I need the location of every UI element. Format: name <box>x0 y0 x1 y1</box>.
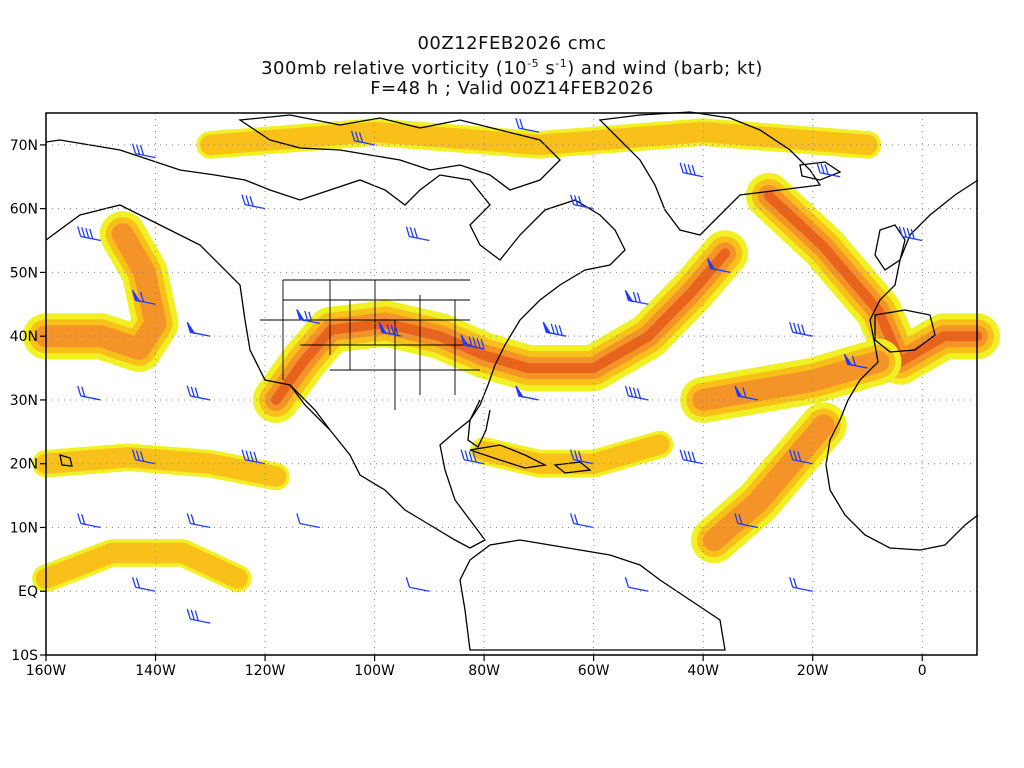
title-line-1: 00Z12FEB2026 cmc <box>417 33 607 54</box>
wind-barb <box>405 577 430 592</box>
vorticity-band-us-trough-jet-level-3 <box>271 248 731 405</box>
lon-label: 100W <box>354 663 395 679</box>
british-isles <box>874 224 906 271</box>
wind-barb <box>77 226 101 242</box>
lon-label: 40W <box>687 663 719 679</box>
lon-label: 120W <box>245 663 286 679</box>
lat-label: 60N <box>10 202 38 218</box>
wind-barb <box>296 513 320 529</box>
iberia <box>874 309 936 353</box>
figure-title: 00Z12FEB2026 cmc 300mb relative vorticit… <box>0 34 1024 99</box>
wind-barb <box>789 321 813 337</box>
florida-coast <box>467 399 491 448</box>
lon-label: 60W <box>578 663 610 679</box>
wind-barb <box>186 321 211 337</box>
title-exponent-1: -5 <box>527 57 540 70</box>
lon-label: 80W <box>468 663 500 679</box>
wind-barb <box>131 289 156 305</box>
title-line-2: 300mb relative vorticity (10-5 s-1) and … <box>0 54 1024 79</box>
lat-label: 10S <box>11 648 38 664</box>
wind-barb <box>542 321 567 337</box>
wind-barb <box>186 608 211 624</box>
vorticity-shading <box>23 118 1000 593</box>
wind-barb <box>624 385 649 401</box>
lat-label: 40N <box>10 329 38 345</box>
wind-barb <box>77 385 101 401</box>
wind-barb <box>515 385 540 401</box>
lat-label: 70N <box>10 138 38 154</box>
wind-barb <box>131 143 156 159</box>
wind-barb <box>734 513 759 529</box>
wind-barb <box>405 226 430 242</box>
wind-barb <box>624 289 649 305</box>
wind-barb <box>131 577 156 592</box>
gulf-of-california <box>289 384 331 431</box>
wind-barb <box>734 385 759 401</box>
wind-barb <box>843 353 868 369</box>
vorticity-band-north-pacific-jet-level-2 <box>35 223 167 360</box>
lat-label: 50N <box>10 265 38 281</box>
title-line-3: F=48 h ; Valid 00Z14FEB2026 <box>370 78 654 99</box>
wind-barb <box>570 194 594 210</box>
wind-barb <box>570 449 594 465</box>
wind-barbs <box>77 117 923 624</box>
wind-barb <box>816 162 841 178</box>
arctic-islands <box>238 114 561 191</box>
wind-barb <box>186 513 211 529</box>
wind-barb <box>241 449 266 465</box>
title-line-2-end: ) and wind (barb; kt) <box>567 58 763 79</box>
lat-lon-grid <box>46 113 977 655</box>
vorticity-band-hawaii-band-level-1 <box>35 447 287 487</box>
wind-barb <box>186 385 211 401</box>
south-america-coastline <box>459 539 726 651</box>
north-america-coastline <box>45 139 626 549</box>
lat-label: 30N <box>10 393 38 409</box>
wind-barb <box>898 226 923 242</box>
lon-label: 20W <box>797 663 829 679</box>
wind-barb <box>350 130 375 146</box>
iceland <box>799 161 842 181</box>
wind-barb <box>570 513 594 529</box>
hispaniola <box>553 461 592 474</box>
wind-barb <box>679 449 704 465</box>
wind-barb <box>77 513 101 529</box>
latitude-labels: 70N 60N 50N 40N 30N 20N 10N EQ 10S <box>10 138 46 664</box>
wind-barb <box>624 577 649 592</box>
wind-barb <box>789 577 813 592</box>
wind-barb <box>679 162 704 178</box>
lon-label: 160W <box>26 663 67 679</box>
lat-label: 20N <box>10 457 38 473</box>
wind-barb <box>296 309 320 325</box>
greenland-coastline <box>598 111 822 236</box>
wind-barb <box>515 117 540 133</box>
lat-label: 10N <box>10 520 38 536</box>
coastlines-and-borders <box>45 111 979 651</box>
title-exponent-2: -1 <box>555 57 568 70</box>
wind-barb <box>131 449 156 465</box>
lon-label: 140W <box>135 663 176 679</box>
wind-barb <box>789 449 813 465</box>
title-line-2-start: 300mb relative vorticity (10 <box>261 58 528 79</box>
wind-barb <box>460 449 485 465</box>
cuba <box>469 444 548 469</box>
map-frame <box>45 112 978 656</box>
title-line-2-mid: s <box>539 58 556 79</box>
us-borders <box>260 279 480 410</box>
europe-africa-coastline <box>825 179 979 551</box>
vorticity-band-tropical-pacific-band-level-1 <box>35 542 248 589</box>
wind-barb <box>706 258 731 274</box>
lon-label: 0 <box>918 663 927 679</box>
lat-label: EQ <box>18 584 38 600</box>
vorticity-band-west-africa-band-level-2 <box>703 414 835 552</box>
vorticity-band-east-atlantic-trough-level-3 <box>763 190 982 367</box>
wind-barb <box>241 194 266 210</box>
wind-barb <box>378 321 403 337</box>
hawaii <box>59 454 73 467</box>
longitude-labels: 160W 140W 120W 100W 80W 60W 40W 20W 0 <box>26 655 927 679</box>
